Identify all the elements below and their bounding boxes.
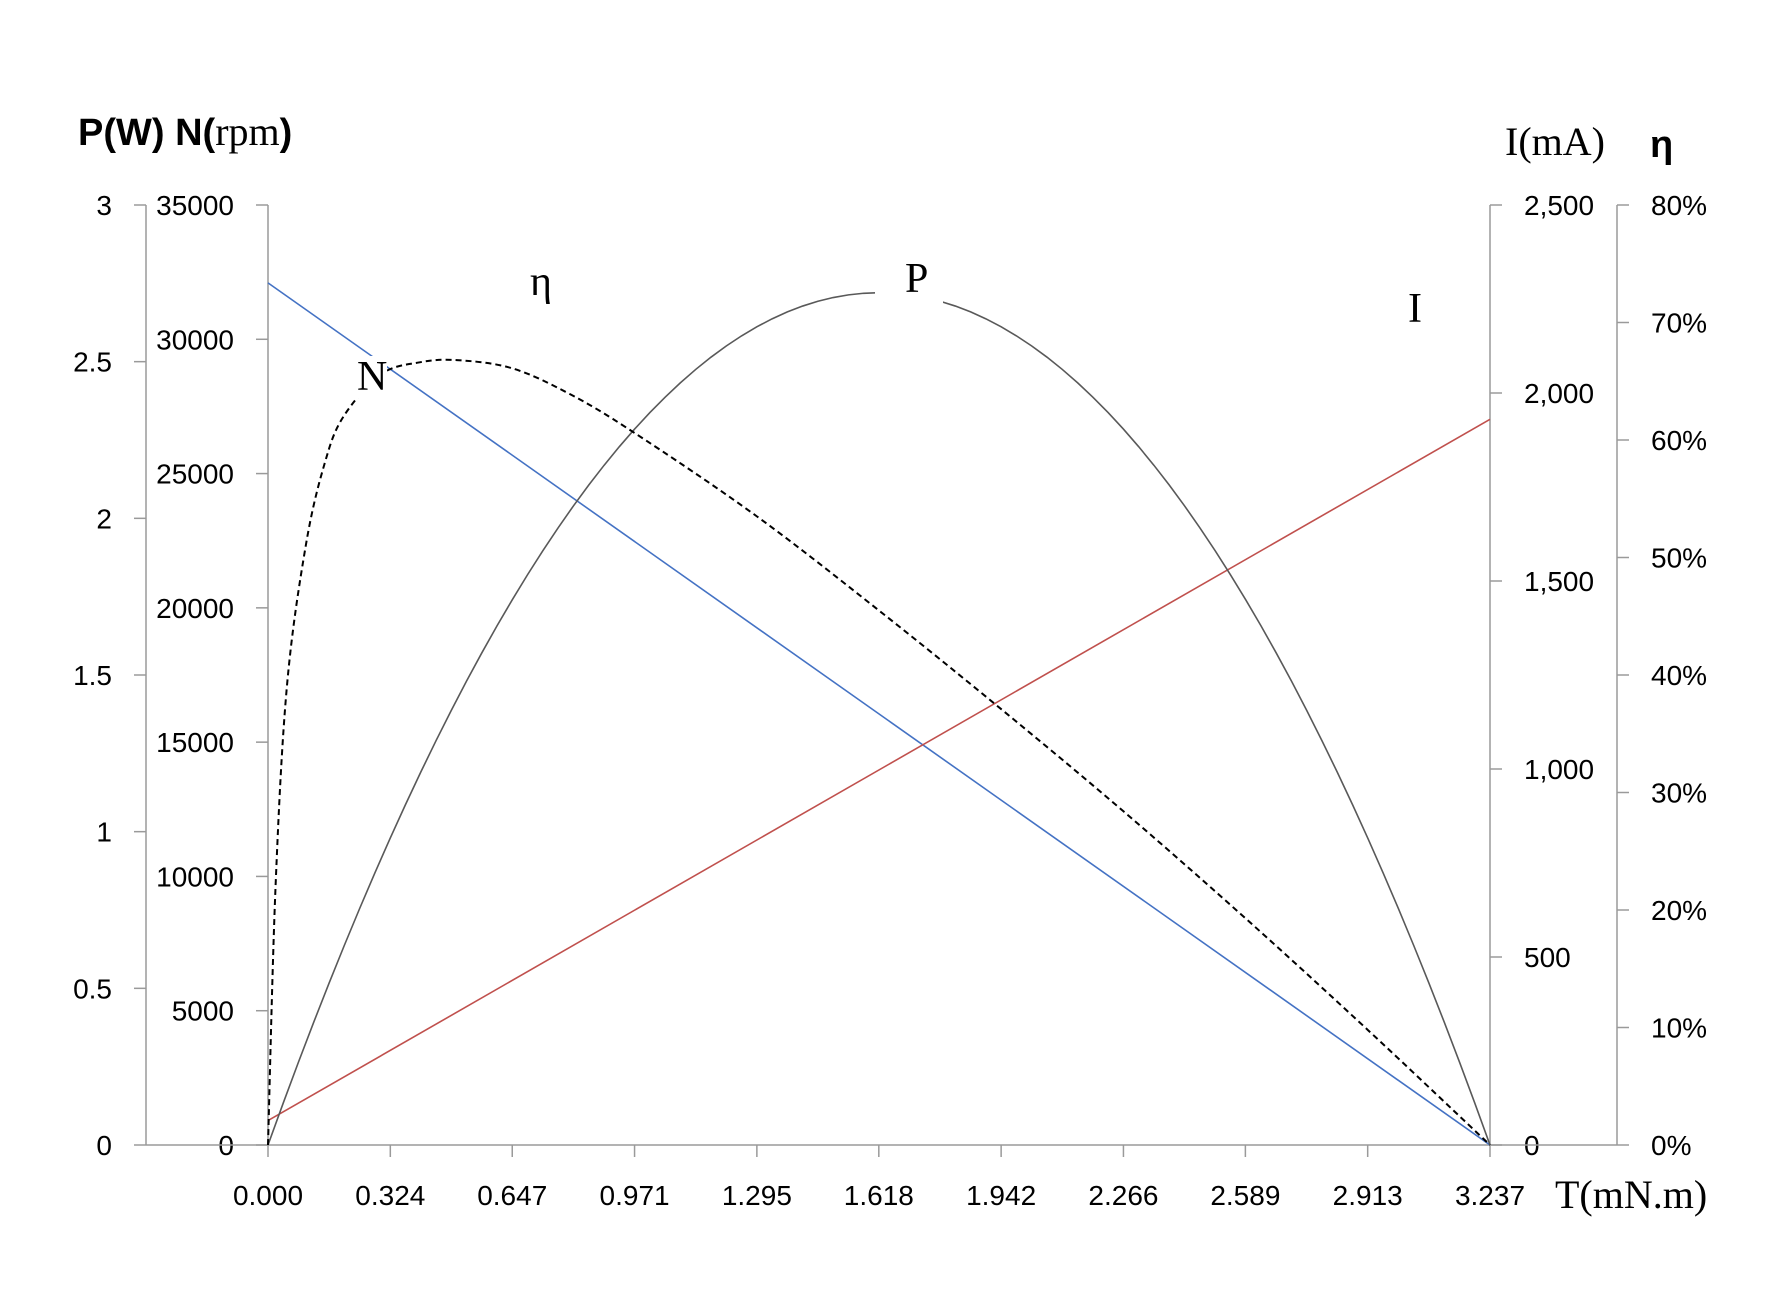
efficiency-tick-label: 0% (1651, 1130, 1691, 1161)
power-tick-label: 2.5 (73, 347, 112, 378)
speed-tick-label: 30000 (156, 324, 234, 355)
series-layer (267, 282, 1491, 1146)
x-tick-label: 2.913 (1333, 1180, 1403, 1211)
speed-tick-label: 10000 (156, 861, 234, 892)
x-tick-label: 0.647 (477, 1180, 547, 1211)
current-tick-label: 1,500 (1524, 566, 1594, 597)
efficiency-tick-label: 60% (1651, 425, 1707, 456)
series-eta-line (267, 358, 1491, 1146)
x-tick-label: 0.971 (600, 1180, 670, 1211)
series-P-label: P (905, 256, 928, 302)
series-P-label-background (875, 254, 943, 304)
left-axis-title-part1: P(W) N( (78, 112, 216, 154)
power-tick-label: 0 (96, 1130, 112, 1161)
efficiency-tick-label: 30% (1651, 778, 1707, 809)
power-tick-label: 1 (96, 817, 112, 848)
power-tick-label: 0.5 (73, 973, 112, 1004)
efficiency-tick-label: 10% (1651, 1013, 1707, 1044)
left-axis-title-part3: ) (280, 112, 293, 154)
current-tick-label: 500 (1524, 942, 1571, 973)
x-tick-label: 0.000 (233, 1180, 303, 1211)
speed-tick-label: 5000 (172, 996, 234, 1027)
x-tick-label: 1.295 (722, 1180, 792, 1211)
x-tick-label: 1.618 (844, 1180, 914, 1211)
axes-layer: 00.511.522.53050001000015000200002500030… (73, 190, 1707, 1211)
series-N-line (267, 282, 1491, 1146)
series-I-line (267, 418, 1491, 1122)
x-tick-label: 3.237 (1455, 1180, 1525, 1211)
x-tick-label: 2.266 (1088, 1180, 1158, 1211)
left-axis-title-part2: rpm (215, 109, 279, 154)
efficiency-tick-label: 20% (1651, 895, 1707, 926)
efficiency-tick-label: 40% (1651, 660, 1707, 691)
efficiency-tick-label: 70% (1651, 308, 1707, 339)
current-axis-title: I(mA) (1505, 119, 1605, 164)
power-tick-label: 2 (96, 503, 112, 534)
current-tick-label: 2,000 (1524, 378, 1594, 409)
speed-tick-label: 15000 (156, 727, 234, 758)
series-N-label-background (353, 356, 387, 398)
left-axis-title: P(W) N(rpm) (78, 109, 292, 154)
current-tick-label: 2,500 (1524, 190, 1594, 221)
x-tick-label: 0.324 (355, 1180, 425, 1211)
x-axis-title: T(mN.m) (1555, 1172, 1707, 1217)
speed-tick-label: 35000 (156, 190, 234, 221)
power-tick-label: 3 (96, 190, 112, 221)
efficiency-axis-title: η (1650, 124, 1673, 166)
efficiency-tick-label: 50% (1651, 543, 1707, 574)
current-tick-label: 1,000 (1524, 754, 1594, 785)
efficiency-tick-label: 80% (1651, 190, 1707, 221)
series-eta-label: η (530, 259, 552, 305)
series-I-label: I (1408, 286, 1422, 332)
speed-tick-label: 20000 (156, 593, 234, 624)
series-P-line (267, 291, 1491, 1146)
x-tick-label: 2.589 (1210, 1180, 1280, 1211)
x-tick-label: 1.942 (966, 1180, 1036, 1211)
speed-tick-label: 25000 (156, 459, 234, 490)
series-N-label: N (357, 354, 387, 400)
power-tick-label: 1.5 (73, 660, 112, 691)
series-labels-layer: N I Pη (353, 254, 1422, 400)
